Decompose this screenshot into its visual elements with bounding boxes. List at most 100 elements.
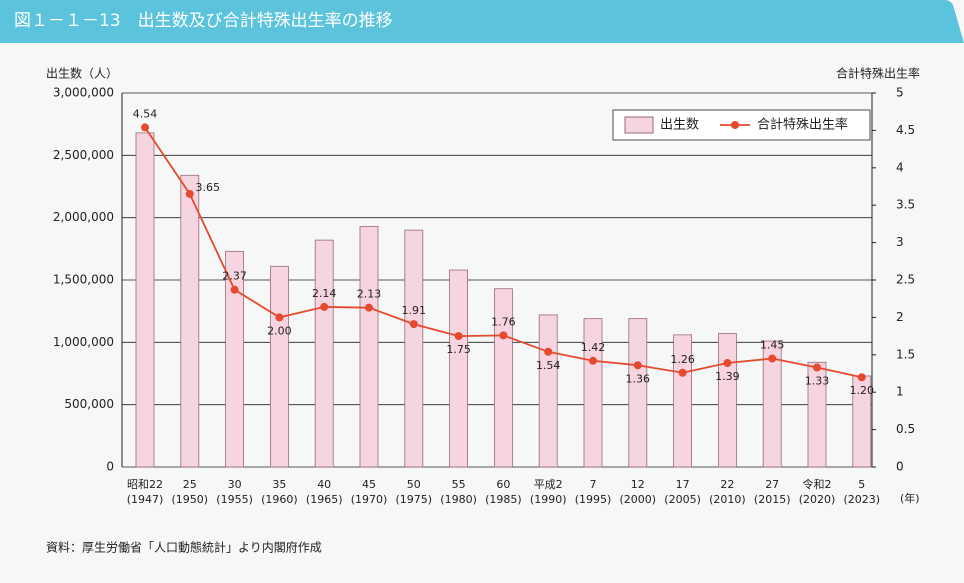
x-unit: (年) (900, 491, 920, 505)
x-tick-label: (2015) (754, 493, 791, 506)
x-tick-label: 60 (496, 478, 510, 491)
bar (807, 361, 827, 468)
x-tick-label: 7 (590, 478, 597, 491)
bar (673, 334, 692, 468)
x-tick-label: 45 (362, 478, 376, 491)
data-label: 1.76 (491, 315, 516, 328)
legend-swatch (624, 116, 654, 134)
rate-point (813, 363, 821, 372)
legend-label: 合計特殊出生率 (757, 117, 848, 133)
y-tick-label: 1,500,000 (53, 273, 114, 287)
bar (628, 318, 648, 468)
rate-point (633, 361, 642, 370)
rate-point (499, 331, 508, 340)
x-tick-label: 55 (452, 478, 466, 491)
data-label: 1.45 (760, 339, 785, 352)
x-tick-label: (1960) (261, 493, 298, 506)
data-label: 1.39 (715, 370, 740, 383)
bar (314, 239, 334, 468)
bar (359, 225, 379, 468)
rate-point (320, 302, 329, 311)
x-tick-label: (1975) (396, 493, 433, 506)
data-label: 2.14 (312, 287, 337, 300)
data-label: 2.13 (357, 288, 382, 301)
bar (449, 269, 469, 468)
rate-point (275, 313, 284, 322)
bar (538, 314, 558, 468)
y-tick-label: 0 (106, 460, 114, 474)
x-tick-label: 平成2 (534, 478, 563, 491)
data-label: 1.33 (805, 375, 830, 388)
y2-tick-label: 1 (896, 385, 904, 399)
bar (718, 333, 737, 468)
data-label: 1.36 (626, 372, 651, 385)
x-tick-label: (1947) (127, 493, 164, 506)
data-label: 4.54 (133, 107, 158, 120)
y2-tick-label: 2 (896, 310, 904, 324)
y2-tick-label: 5 (896, 86, 904, 100)
rate-point (230, 285, 239, 294)
bar (404, 229, 424, 468)
rate-point (678, 368, 687, 377)
data-label: 2.37 (222, 270, 247, 283)
x-tick-label: (1995) (575, 493, 612, 506)
data-label: 1.54 (536, 359, 561, 372)
x-tick-label: 27 (765, 478, 779, 491)
rate-point (544, 347, 553, 356)
bar (493, 288, 513, 468)
data-label: 1.75 (446, 343, 471, 356)
x-tick-label: (2020) (799, 493, 836, 506)
x-tick-label: (1950) (172, 493, 209, 506)
x-tick-label: 5 (858, 478, 865, 491)
data-label: 1.20 (850, 384, 875, 397)
x-tick-label: (1990) (530, 493, 567, 506)
rate-point (141, 123, 149, 132)
data-label: 1.91 (402, 304, 427, 317)
x-tick-label: (1970) (351, 493, 388, 506)
x-tick-label: (2023) (844, 493, 881, 506)
rate-point (589, 356, 597, 365)
bar (269, 265, 289, 468)
y2-tick-label: 2.5 (896, 273, 915, 287)
x-tick-label: 17 (676, 478, 690, 491)
x-tick-label: (2010) (709, 493, 746, 506)
source-note: 資料：厚生労働省「人口動態統計」より内閣府作成 (46, 540, 322, 555)
x-tick-label: 50 (407, 478, 421, 491)
x-tick-label: 30 (228, 478, 242, 491)
rate-point (185, 189, 194, 198)
y-tick-label: 3,000,000 (53, 86, 114, 100)
y-tick-label: 2,500,000 (53, 148, 114, 162)
x-tick-label: 25 (183, 478, 197, 491)
bar (583, 318, 603, 468)
rate-point (768, 354, 777, 363)
y2-tick-label: 4 (896, 160, 904, 174)
data-label: 1.26 (670, 353, 695, 366)
y-axis-label: 出生数（人） (46, 66, 118, 81)
y2-tick-label: 1.5 (896, 347, 915, 361)
rate-point (365, 303, 373, 312)
y-tick-label: 2,000,000 (53, 210, 114, 224)
y2-axis-label: 合計特殊出生率 (836, 66, 920, 81)
x-tick-label: 昭和22 (127, 478, 163, 491)
y2-tick-label: 4.5 (896, 123, 915, 137)
rate-point (454, 332, 463, 341)
x-tick-label: (2005) (664, 493, 701, 506)
x-tick-label: (1985) (485, 493, 522, 506)
bar (180, 174, 200, 468)
x-tick-label: 40 (317, 478, 331, 491)
y2-tick-label: 3 (896, 235, 904, 249)
data-label: 1.42 (581, 341, 606, 354)
y2-tick-label: 0.5 (896, 422, 915, 436)
rate-point (857, 373, 866, 382)
y-tick-label: 500,000 (64, 397, 114, 411)
x-tick-label: (1965) (306, 493, 343, 506)
legend-marker (731, 121, 739, 129)
x-tick-label: 令和2 (803, 477, 832, 491)
rate-point (409, 320, 418, 329)
bar (135, 132, 155, 468)
y2-tick-label: 0 (896, 460, 904, 474)
rate-point (723, 359, 732, 368)
x-tick-label: (1955) (216, 493, 253, 506)
